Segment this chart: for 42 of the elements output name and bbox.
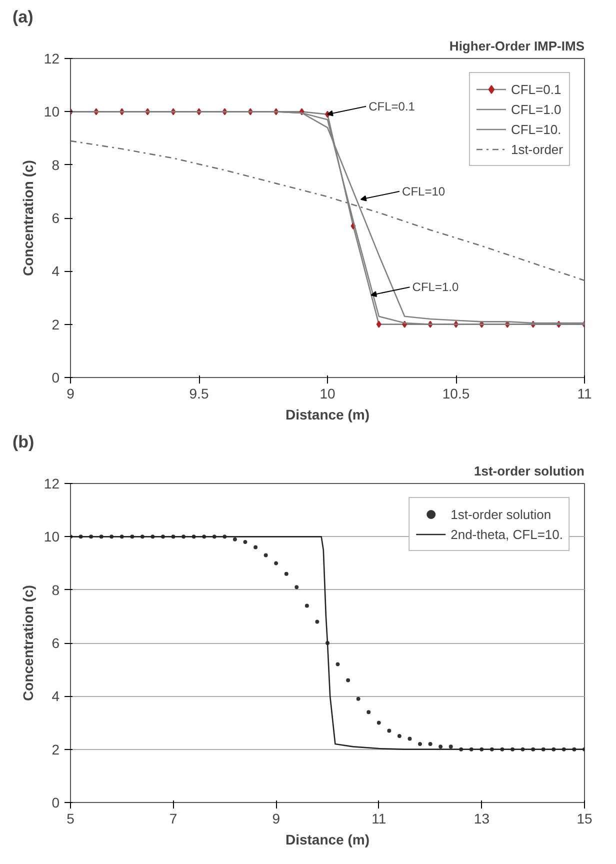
legend-label: 2nd-theta, CFL=10. — [450, 526, 563, 542]
x-tick-label: 15 — [576, 810, 592, 826]
text: (a) — [12, 8, 34, 26]
legend-label: CFL=1.0 — [510, 102, 562, 116]
x-tick-label: 9.5 — [189, 386, 209, 402]
x-axis-title: Distance (m) — [285, 406, 370, 422]
x-axis-title: Distance (m) — [285, 832, 370, 848]
x-tick-label: 5 — [66, 810, 75, 826]
chart-title: Higher-Order IMP-IMS — [449, 38, 585, 54]
y-tick-label: 2 — [52, 741, 60, 758]
x-tick-label: 9 — [66, 386, 75, 402]
annotation: CFL=1.0 — [412, 280, 459, 294]
y-tick-label: 12 — [44, 50, 60, 66]
annotation: CFL=10 — [402, 184, 446, 198]
annotation: CFL=0.1 — [368, 99, 416, 114]
y-tick-label: 12 — [44, 476, 60, 492]
legend-label: 1st-order solution — [450, 506, 552, 522]
x-tick-label: 11 — [372, 810, 386, 826]
legend-label: CFL=10. — [510, 122, 562, 136]
x-tick-label: 7 — [169, 810, 178, 826]
y-tick-label: 4 — [52, 263, 60, 280]
y-axis-title: Concentration (c) — [20, 585, 36, 701]
x-tick-label: 13 — [474, 810, 490, 826]
y-tick-label: 2 — [52, 316, 60, 332]
legend-label: CFL=0.1 — [510, 82, 562, 96]
y-tick-label: 10 — [44, 104, 60, 120]
chart-title: 1st-order solution — [474, 464, 585, 478]
y-tick-label: 8 — [52, 156, 60, 173]
legend-label: 1st-order — [510, 142, 563, 156]
y-tick-label: 0 — [52, 794, 60, 810]
x-tick-label: 10 — [320, 386, 336, 402]
y-axis-title: Concentration (c) — [20, 160, 36, 276]
x-tick-label: 9 — [272, 810, 280, 826]
y-tick-label: 6 — [52, 210, 60, 226]
x-tick-label: 11 — [577, 386, 592, 402]
y-tick-label: 8 — [52, 582, 60, 598]
y-tick-label: 0 — [52, 370, 60, 386]
y-tick-label: 4 — [52, 688, 60, 704]
x-tick-label: 10.5 — [442, 386, 470, 402]
y-tick-label: 10 — [44, 528, 60, 545]
y-tick-label: 6 — [52, 635, 60, 651]
text: (b) — [12, 432, 34, 452]
